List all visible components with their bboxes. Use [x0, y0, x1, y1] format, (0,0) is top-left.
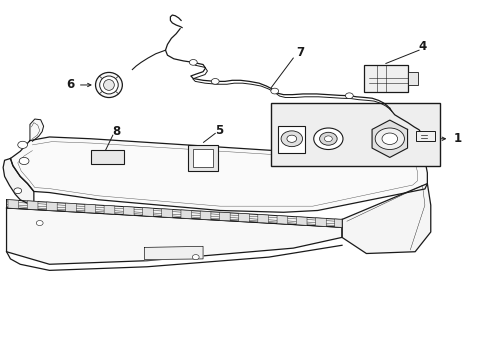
Circle shape	[192, 255, 199, 260]
Polygon shape	[30, 119, 43, 141]
Polygon shape	[296, 217, 306, 225]
Text: 3: 3	[297, 107, 305, 120]
Circle shape	[36, 221, 43, 226]
Polygon shape	[219, 212, 230, 221]
Polygon shape	[162, 209, 172, 217]
Polygon shape	[371, 120, 407, 157]
Polygon shape	[315, 218, 325, 226]
Bar	[91, 150, 124, 164]
Circle shape	[319, 132, 336, 145]
Bar	[363, 65, 407, 92]
Polygon shape	[3, 158, 34, 203]
Circle shape	[345, 93, 352, 99]
Circle shape	[313, 128, 342, 149]
Text: 5: 5	[215, 124, 223, 137]
Polygon shape	[46, 202, 57, 211]
Polygon shape	[123, 207, 134, 215]
Bar	[192, 149, 213, 167]
Polygon shape	[6, 208, 341, 264]
Bar	[407, 72, 417, 85]
Circle shape	[14, 188, 21, 194]
Bar	[415, 131, 434, 141]
Polygon shape	[334, 219, 341, 227]
Circle shape	[381, 133, 397, 144]
Circle shape	[281, 131, 302, 147]
Polygon shape	[104, 206, 115, 214]
Ellipse shape	[95, 72, 122, 98]
Polygon shape	[200, 211, 210, 220]
Bar	[278, 126, 305, 153]
Bar	[187, 145, 218, 171]
Polygon shape	[238, 213, 249, 222]
Polygon shape	[65, 203, 76, 212]
Polygon shape	[8, 200, 19, 208]
Text: 8: 8	[112, 125, 121, 138]
Ellipse shape	[103, 80, 114, 90]
Polygon shape	[181, 210, 191, 219]
Bar	[271, 103, 439, 166]
Circle shape	[324, 136, 331, 141]
Circle shape	[19, 157, 29, 165]
Polygon shape	[10, 137, 427, 212]
Polygon shape	[144, 246, 203, 260]
Circle shape	[270, 88, 278, 94]
Text: 7: 7	[296, 46, 304, 59]
Text: 1: 1	[453, 132, 461, 145]
Circle shape	[189, 59, 197, 65]
Circle shape	[18, 141, 27, 148]
Text: 6: 6	[66, 78, 74, 91]
Polygon shape	[341, 184, 430, 253]
Circle shape	[211, 78, 219, 84]
Polygon shape	[142, 208, 153, 216]
Text: 2: 2	[331, 112, 340, 125]
Polygon shape	[257, 215, 268, 223]
Text: 4: 4	[418, 40, 426, 53]
Polygon shape	[6, 200, 341, 227]
Polygon shape	[277, 216, 287, 224]
Polygon shape	[85, 204, 96, 213]
Circle shape	[374, 128, 404, 149]
Polygon shape	[27, 201, 38, 210]
Ellipse shape	[100, 76, 118, 94]
Circle shape	[286, 135, 296, 142]
